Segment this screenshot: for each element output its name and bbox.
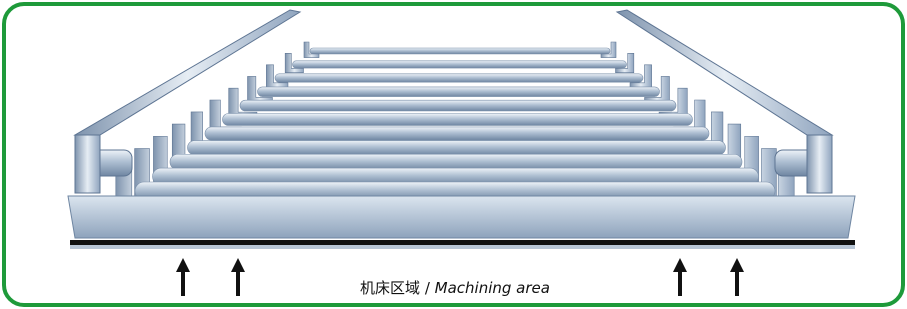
label-separator: / <box>425 279 431 297</box>
roller <box>170 154 742 170</box>
label-en: Machining area <box>435 279 550 297</box>
page: 机床区域 / Machining area (() => { const dat… <box>0 0 907 309</box>
base-edge <box>70 245 855 249</box>
area-label: 机床区域 / Machining area <box>360 279 550 297</box>
roller <box>240 100 676 111</box>
arrow <box>176 258 190 296</box>
roller <box>205 127 709 140</box>
left-rail-end <box>75 135 100 193</box>
roller <box>258 87 660 97</box>
roller <box>310 48 610 54</box>
roller <box>188 141 726 155</box>
roller <box>293 61 627 68</box>
roller <box>223 114 693 126</box>
arrow <box>673 258 687 296</box>
arrow <box>231 258 245 296</box>
base-plate <box>68 196 855 238</box>
label-cn: 机床区域 <box>360 279 420 297</box>
arrow <box>730 258 744 296</box>
machining-area-diagram: 机床区域 / Machining area <box>0 0 907 309</box>
base-line <box>70 240 855 245</box>
right-rail-end <box>807 135 832 193</box>
roller <box>275 74 643 82</box>
